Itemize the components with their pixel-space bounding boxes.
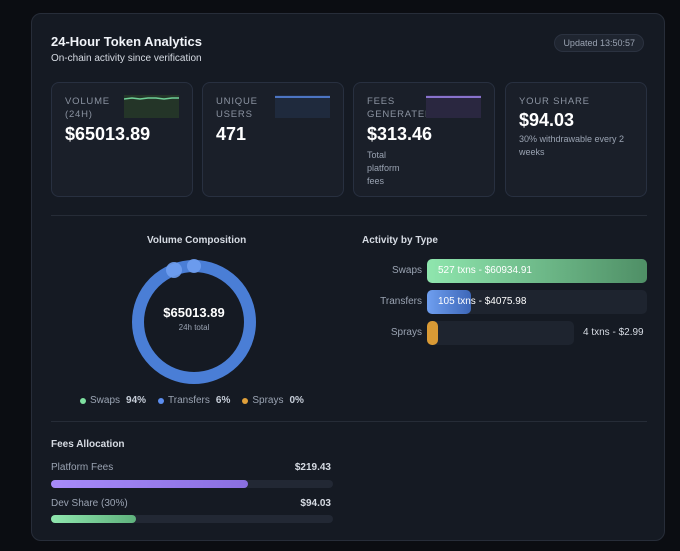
activity-title: Activity by Type	[362, 235, 438, 246]
legend-swaps: Swaps 94%	[80, 395, 146, 406]
activity-row-sprays: Sprays 4 txns - $2.99	[362, 321, 647, 345]
users-card-label: UNIQUE USERS	[216, 96, 258, 120]
activity-transfers-label: Transfers	[380, 296, 422, 307]
transfers-dot-icon	[158, 397, 165, 404]
activity-row-transfers: Transfers 105 txns - $4075.98	[362, 290, 647, 314]
share-card: YOUR SHARE $94.03 30% withdrawable every…	[505, 82, 647, 197]
legend-swaps-pct: 94%	[126, 395, 147, 406]
platform-fees-value: $219.43	[294, 462, 331, 473]
swaps-dot-icon	[80, 397, 86, 404]
fees-card-note: Total platform fees	[367, 150, 400, 186]
fees-card-value: $313.46	[367, 124, 433, 144]
users-sparkline-icon	[275, 95, 330, 118]
platform-fees-bar	[51, 480, 249, 488]
volume-donut-chart	[132, 259, 256, 384]
activity-swaps-text: 527 txns - $60934.91	[438, 265, 532, 276]
activity-swaps-track: 527 txns - $60934.91	[427, 259, 647, 283]
activity-swaps-bar	[427, 259, 647, 283]
volume-sparkline-icon	[124, 95, 179, 118]
fees-sparkline-icon	[426, 95, 481, 118]
activity-transfers-bar	[427, 290, 471, 314]
legend-transfers-pct: 6%	[215, 395, 231, 406]
legend-swaps-label: Swaps	[90, 395, 121, 406]
composition-title: Volume Composition	[147, 235, 247, 246]
activity-row-swaps: Swaps 527 txns - $60934.91	[362, 259, 647, 283]
legend-transfers: Transfers 6%	[158, 395, 230, 406]
dev-share-bar	[51, 515, 136, 523]
activity-transfers-text: 105 txns - $4075.98	[438, 296, 527, 307]
dev-share-label: Dev Share (30%)	[51, 498, 128, 509]
fees-card-label: FEES GENERATED	[367, 96, 433, 120]
activity-transfers-track: 105 txns - $4075.98	[427, 290, 647, 314]
dev-share-track	[51, 515, 333, 523]
users-card-value: 471	[216, 124, 247, 144]
legend-sprays: Sprays 0%	[242, 395, 304, 406]
volume-card: VOLUME (24H) $65013.89	[51, 82, 193, 197]
page-title: 24-Hour Token Analytics	[51, 34, 202, 49]
legend-sprays-pct: 0%	[289, 395, 304, 406]
legend-sprays-label: Sprays	[252, 395, 284, 406]
divider-top	[51, 215, 647, 216]
share-card-label: YOUR SHARE	[519, 96, 590, 107]
token-analytics-panel: 24-Hour Token Analytics On-chain activit…	[31, 13, 665, 541]
legend-transfers-label: Transfers	[168, 395, 210, 406]
share-card-note: 30% withdrawable every 2 weeks	[519, 134, 625, 157]
activity-sprays-text: 4 txns - $2.99	[583, 327, 644, 338]
activity-swaps-label: Swaps	[391, 265, 422, 276]
volume-card-value: $65013.89	[65, 124, 151, 144]
fees-allocation-title: Fees Allocation	[51, 439, 125, 450]
donut-center-value: $65013.89	[163, 305, 225, 320]
users-card: UNIQUE USERS 471	[202, 82, 344, 197]
page-subtitle: On-chain activity since verification	[51, 53, 202, 64]
sprays-dot-icon	[242, 397, 249, 404]
activity-sprays-label: Sprays	[390, 327, 422, 338]
updated-badge: Updated 13:50:57	[554, 34, 644, 52]
platform-fees-track	[51, 480, 333, 488]
dev-share-value: $94.03	[300, 498, 331, 509]
divider-bottom	[51, 421, 647, 422]
volume-card-label: VOLUME (24H)	[65, 96, 110, 120]
share-card-value: $94.03	[519, 110, 575, 130]
fees-card: FEES GENERATED $313.46 Total platform fe…	[353, 82, 495, 197]
donut-center-caption: 24h total	[178, 323, 210, 332]
activity-sprays-bar	[427, 321, 438, 345]
composition-legend: Swaps 94% Transfers 6% Sprays 0%	[80, 395, 304, 406]
platform-fees-label: Platform Fees	[51, 462, 114, 473]
activity-sprays-track	[427, 321, 574, 345]
